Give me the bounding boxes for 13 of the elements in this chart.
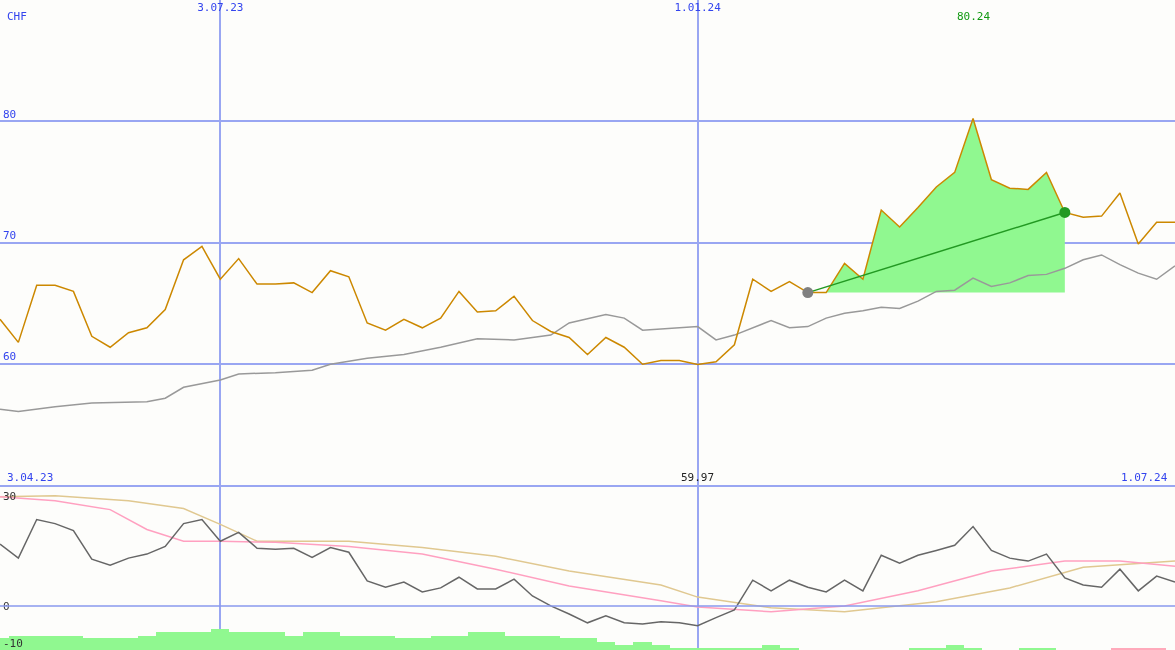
annotation: 1.07.24 [1121,471,1168,484]
y-tick-label: 60 [3,350,17,364]
y-tick-label: 70 [3,228,17,242]
x-tick-label: 1.01.24 [674,0,722,14]
y-tick-label: -10 [3,636,23,650]
annotation: 3.04.23 [7,471,54,484]
y-axis-title: CHF [7,10,27,23]
y-tick-label: 0 [3,599,10,613]
annotation: 59.97 [681,471,715,484]
y-tick-label: 80 [3,107,17,121]
y-tick-label: 30 [3,489,17,503]
x-tick-label: 3.07.23 [197,0,244,14]
annotation: 80.24 [957,10,991,23]
